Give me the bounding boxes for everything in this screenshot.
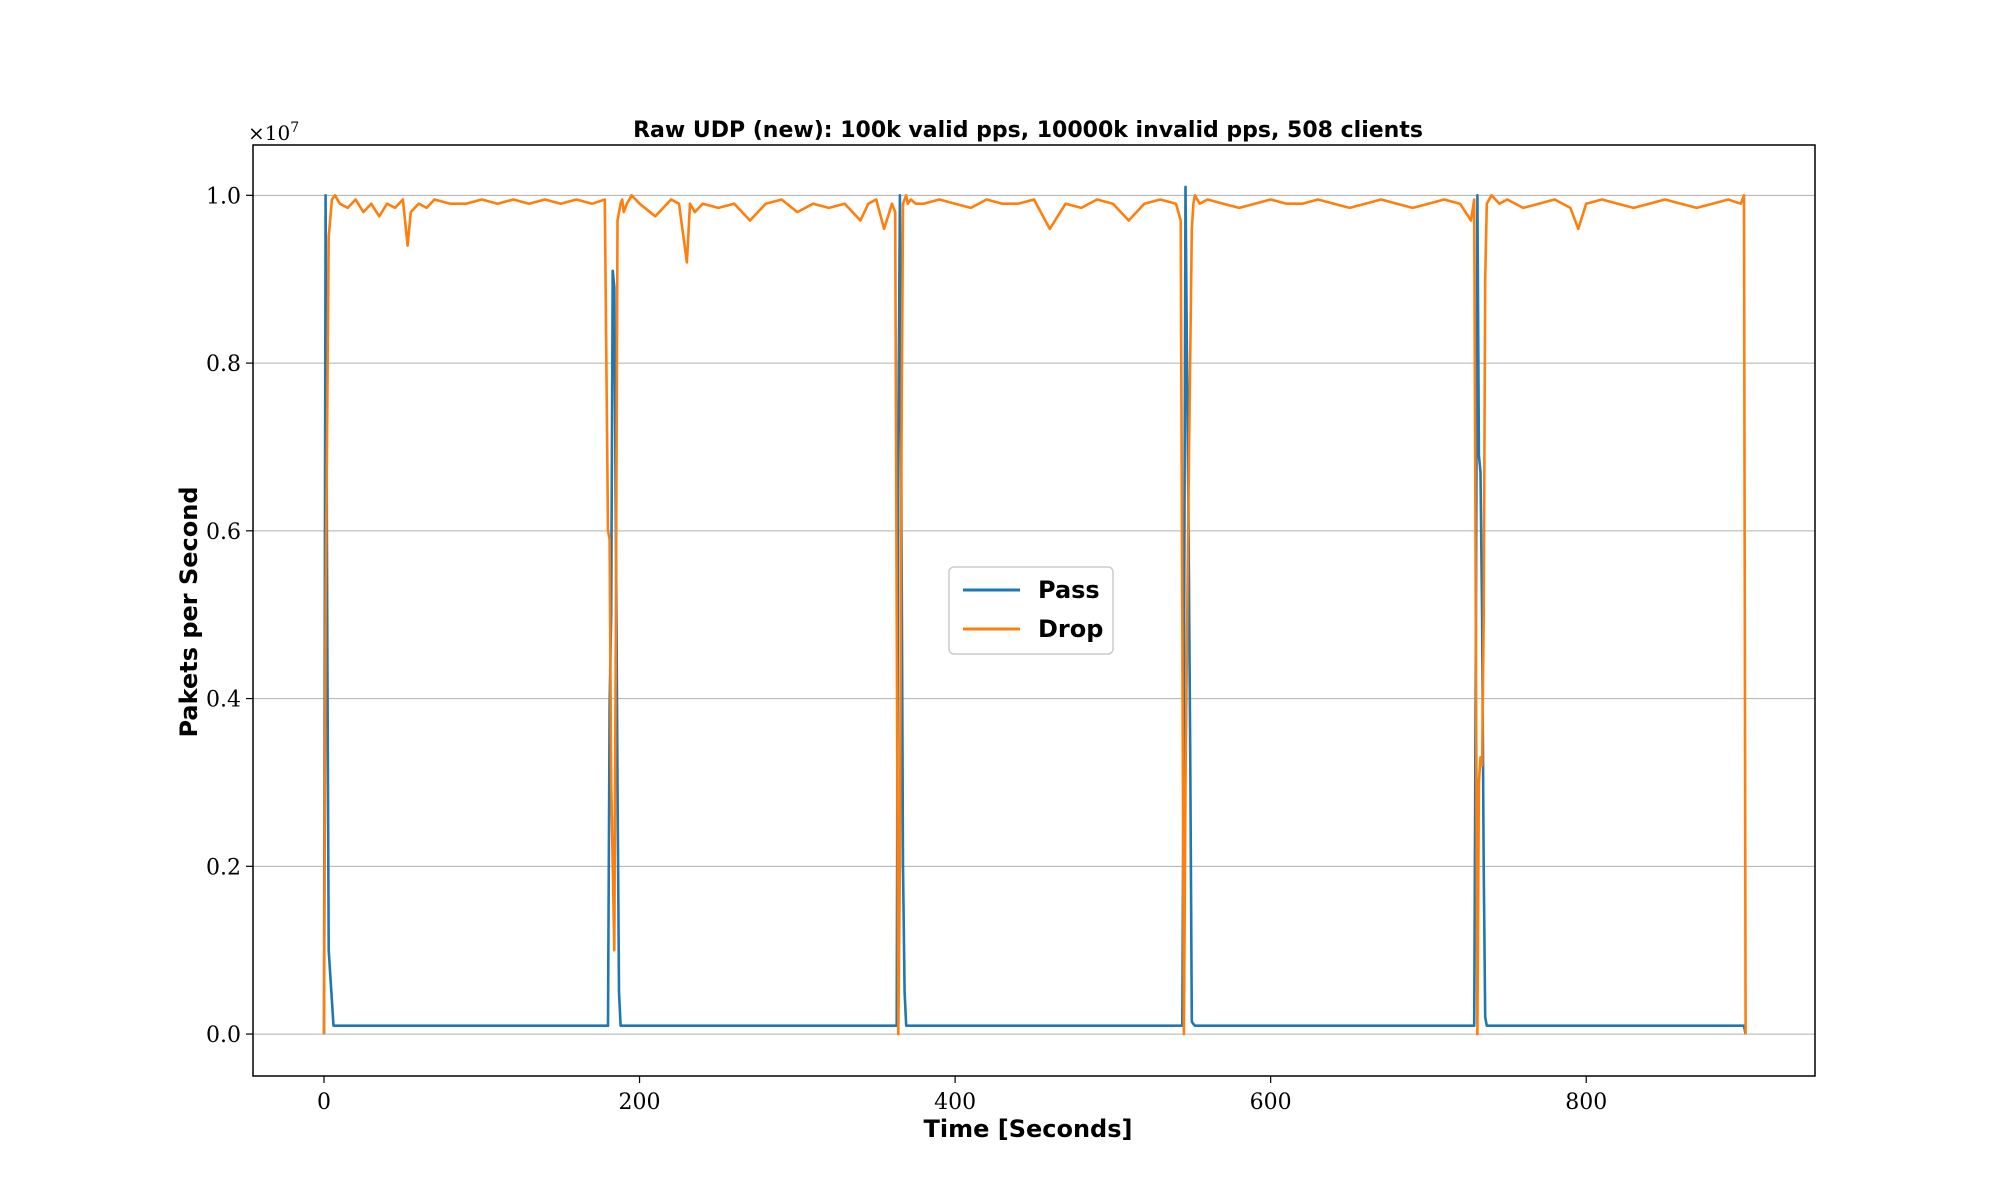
legend-drop-label: Drop [1038, 615, 1103, 643]
x-tick-label: 0 [317, 1090, 331, 1115]
x-axis-ticks: 0 200 400 600 800 [317, 1076, 1607, 1115]
x-tick-label: 200 [619, 1090, 661, 1115]
grid-lines [253, 194, 1815, 1035]
x-tick-label: 400 [934, 1090, 976, 1115]
x-tick-label: 600 [1250, 1090, 1292, 1115]
x-tick-label: 800 [1565, 1090, 1607, 1115]
x-axis-label: Time [Seconds] [923, 1115, 1132, 1143]
y-axis-ticks: 0.0 0.2 0.4 0.6 0.8 1.0 [206, 184, 253, 1048]
y-tick-label: 0.0 [206, 1023, 241, 1048]
y-tick-label: 0.8 [206, 352, 241, 377]
plot-series [322, 185, 1747, 1036]
legend: Pass Drop [948, 566, 1114, 655]
y-tick-label: 0.6 [206, 520, 241, 545]
y-tick-label: 0.4 [206, 688, 241, 713]
y-tick-label: 0.2 [206, 855, 241, 880]
y-scale-multiplier: ×107 [248, 120, 299, 145]
drop-series-line [322, 194, 1747, 1036]
y-tick-label: 1.0 [206, 184, 241, 209]
plot-frame [252, 144, 1816, 1077]
chart-title: Raw UDP (new): 100k valid pps, 10000k in… [633, 118, 1423, 143]
legend-pass-label: Pass [1038, 576, 1100, 604]
y-axis-label: Pakets per Second [175, 486, 203, 737]
